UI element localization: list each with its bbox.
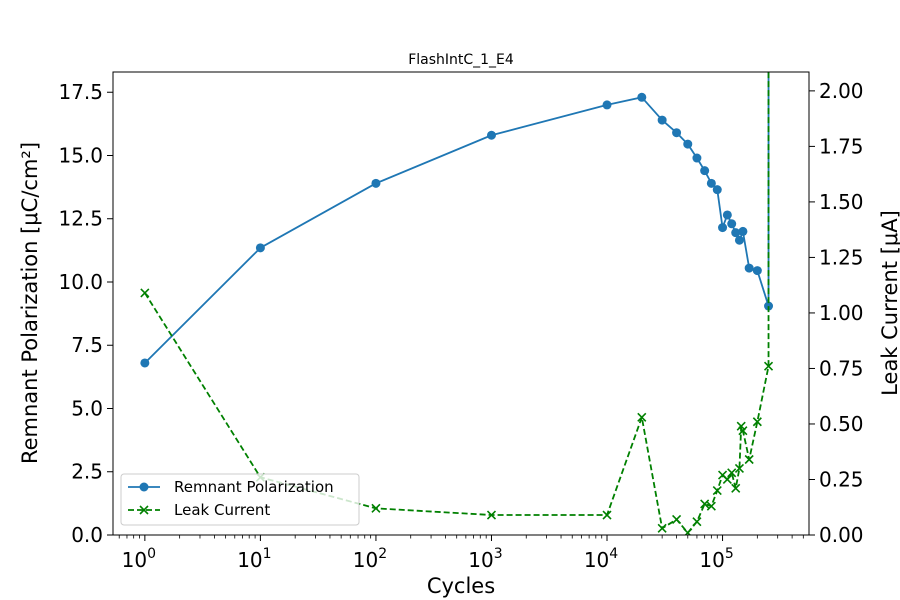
point-remnant-4 bbox=[602, 100, 612, 110]
point-leak-21 bbox=[752, 417, 762, 427]
point-remnant-10 bbox=[700, 166, 710, 176]
point-leak-5 bbox=[637, 412, 647, 422]
y-axis-left: 0.0 2.5 5.0 7.5 10.0 12.5 15.0 17.5 bbox=[58, 80, 113, 547]
point-remnant-9 bbox=[692, 153, 702, 163]
point-leak-4 bbox=[602, 510, 612, 520]
point-leak-7 bbox=[672, 514, 682, 525]
point-remnant-1 bbox=[255, 243, 265, 253]
y-tick-label-4: 10.0 bbox=[58, 270, 103, 294]
x-axis: 100 101 102 103 104 105 bbox=[118, 535, 804, 572]
series-line-leak bbox=[144, 72, 770, 534]
point-leak-12 bbox=[712, 486, 722, 496]
y-tick-label-3: 7.5 bbox=[71, 333, 103, 357]
y2-tick-label-7: 1.75 bbox=[819, 134, 864, 158]
point-leak-22 bbox=[763, 361, 774, 371]
point-leak-15 bbox=[727, 468, 737, 478]
point-leak-3 bbox=[486, 510, 497, 520]
point-leak-20 bbox=[744, 454, 754, 465]
x-tick-label-4: 104 bbox=[584, 546, 618, 572]
x-tick-label-3: 103 bbox=[468, 546, 502, 572]
legend-box bbox=[120, 473, 360, 526]
y2-tick-label-8: 2.00 bbox=[819, 79, 864, 103]
point-leak-0 bbox=[140, 288, 150, 298]
point-leak-14 bbox=[722, 474, 732, 485]
point-remnant-8 bbox=[683, 139, 693, 149]
point-remnant-7 bbox=[672, 128, 682, 138]
legend-marker-leak bbox=[139, 505, 149, 515]
y-tick-label-5: 12.5 bbox=[58, 207, 103, 231]
point-remnant-16 bbox=[731, 228, 741, 238]
point-leak-10 bbox=[700, 499, 710, 509]
y-tick-label-6: 15.0 bbox=[58, 143, 103, 167]
y2-tick-label-1: 0.25 bbox=[819, 467, 864, 491]
point-remnant-18 bbox=[738, 226, 748, 236]
point-remnant-3 bbox=[486, 130, 496, 140]
y-axis-label-left: Remnant Polarization [μC/cm²] bbox=[18, 142, 42, 464]
legend-label-leak: Leak Current bbox=[174, 501, 270, 519]
chart-title: FlashIntC_1_E4 bbox=[408, 52, 514, 68]
point-leak-6 bbox=[657, 523, 667, 533]
point-leak-16 bbox=[731, 483, 741, 493]
y-tick-label-2: 5.0 bbox=[71, 396, 103, 420]
plot-frame bbox=[112, 71, 810, 536]
legend: Remnant Polarization Leak Current bbox=[120, 473, 360, 526]
point-remnant-19 bbox=[744, 263, 754, 273]
legend-marker-remnant bbox=[139, 482, 149, 492]
x-tick-label-1: 101 bbox=[237, 546, 271, 572]
y2-tick-label-4: 1.00 bbox=[819, 301, 864, 325]
x-axis-label: Cycles bbox=[427, 574, 495, 598]
point-leak-11 bbox=[706, 501, 716, 511]
x-tick-label-5: 105 bbox=[699, 546, 733, 572]
y2-tick-label-0: 0.00 bbox=[819, 523, 864, 547]
point-remnant-21 bbox=[764, 301, 774, 311]
point-remnant-11 bbox=[706, 178, 716, 188]
y-tick-label-0: 0.0 bbox=[71, 523, 103, 547]
y2-tick-label-6: 1.50 bbox=[819, 190, 864, 214]
series-layer bbox=[140, 72, 774, 535]
x-tick-label-0: 100 bbox=[122, 546, 156, 572]
y-axis-right: 0.00 0.25 0.50 0.75 1.00 1.25 1.50 1.75 2.00 bbox=[809, 79, 864, 547]
y2-tick-label-2: 0.50 bbox=[819, 412, 864, 436]
y-tick-label-7: 17.5 bbox=[58, 80, 103, 104]
point-remnant-6 bbox=[657, 115, 667, 125]
point-remnant-20 bbox=[752, 266, 762, 276]
point-remnant-17 bbox=[734, 235, 744, 245]
point-leak-17 bbox=[734, 463, 745, 473]
point-leak-8 bbox=[683, 528, 693, 535]
x-tick-label-2: 102 bbox=[353, 546, 387, 572]
point-remnant-5 bbox=[637, 92, 647, 102]
point-leak-2 bbox=[371, 503, 381, 513]
point-leak-9 bbox=[692, 517, 702, 527]
y2-tick-label-5: 1.25 bbox=[819, 245, 864, 269]
point-remnant-0 bbox=[140, 358, 150, 368]
point-remnant-13 bbox=[718, 223, 728, 233]
point-remnant-15 bbox=[727, 219, 737, 229]
point-remnant-14 bbox=[722, 210, 732, 220]
point-remnant-12 bbox=[712, 185, 722, 195]
point-remnant-2 bbox=[371, 178, 381, 188]
y2-tick-label-3: 0.75 bbox=[819, 356, 864, 380]
legend-label-remnant: Remnant Polarization bbox=[174, 478, 334, 496]
y-tick-label-1: 2.5 bbox=[71, 460, 103, 484]
point-leak-19 bbox=[738, 426, 748, 436]
y-axis-label-right: Leak Current [μA] bbox=[878, 210, 900, 396]
